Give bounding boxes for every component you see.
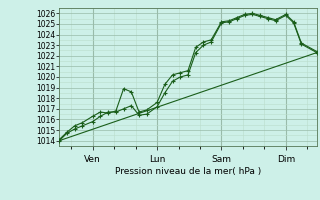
X-axis label: Pression niveau de la mer( hPa ): Pression niveau de la mer( hPa ) bbox=[115, 167, 261, 176]
